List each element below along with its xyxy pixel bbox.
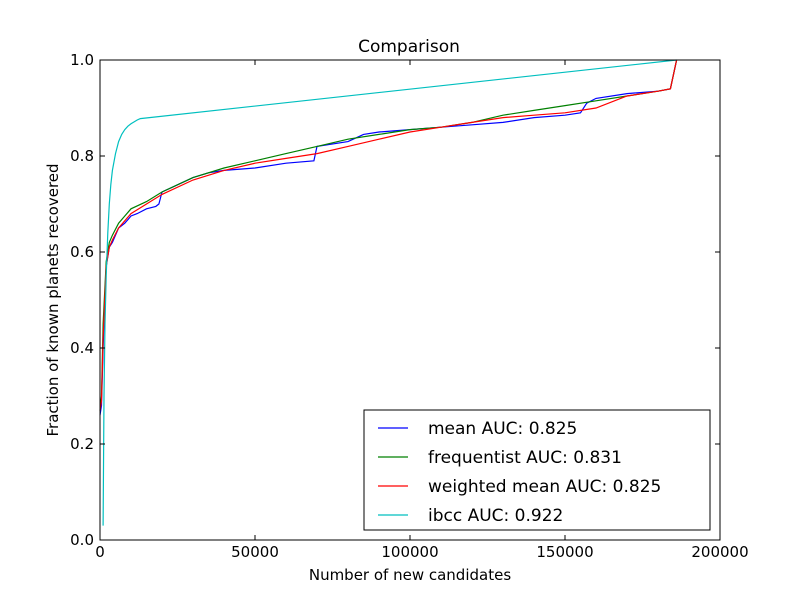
legend-label-1: frequentist AUC: 0.831 bbox=[428, 448, 622, 468]
y-tick-label: 0.0 bbox=[70, 531, 94, 549]
series-line-2 bbox=[99, 59, 678, 411]
y-tick-label: 0.2 bbox=[70, 435, 94, 453]
ticks-layer: 0 50000 100000 150000 200000 0.0 0.2 0.4 0.6 0.8 1… bbox=[70, 51, 748, 561]
x-tick-label: 200000 bbox=[691, 543, 748, 561]
x-tick-label: 50000 bbox=[231, 543, 279, 561]
y-tick-label: 0.4 bbox=[70, 339, 94, 357]
x-tick-label: 150000 bbox=[536, 543, 593, 561]
legend-label-0: mean AUC: 0.825 bbox=[428, 419, 577, 439]
series-line-3 bbox=[102, 59, 677, 526]
legend-box bbox=[363, 409, 711, 531]
y-tick-label: 0.6 bbox=[70, 243, 94, 261]
x-tick-label: 100000 bbox=[381, 543, 438, 561]
series-layer bbox=[99, 59, 678, 526]
legend-label-3: ibcc AUC: 0.922 bbox=[428, 506, 563, 526]
y-tick-label: 1.0 bbox=[70, 51, 94, 69]
y-axis-label: Fraction of known planets recovered bbox=[44, 163, 62, 436]
y-tick-label: 0.8 bbox=[70, 147, 94, 165]
x-tick-label: 0 bbox=[95, 543, 105, 561]
legend: mean AUC: 0.825 frequentist AUC: 0.831 wei… bbox=[363, 409, 711, 531]
legend-label-2: weighted mean AUC: 0.825 bbox=[428, 477, 661, 497]
x-axis-label: Number of new candidates bbox=[309, 566, 511, 584]
series-line-1 bbox=[99, 59, 678, 411]
chart-title: Comparison bbox=[358, 37, 460, 57]
